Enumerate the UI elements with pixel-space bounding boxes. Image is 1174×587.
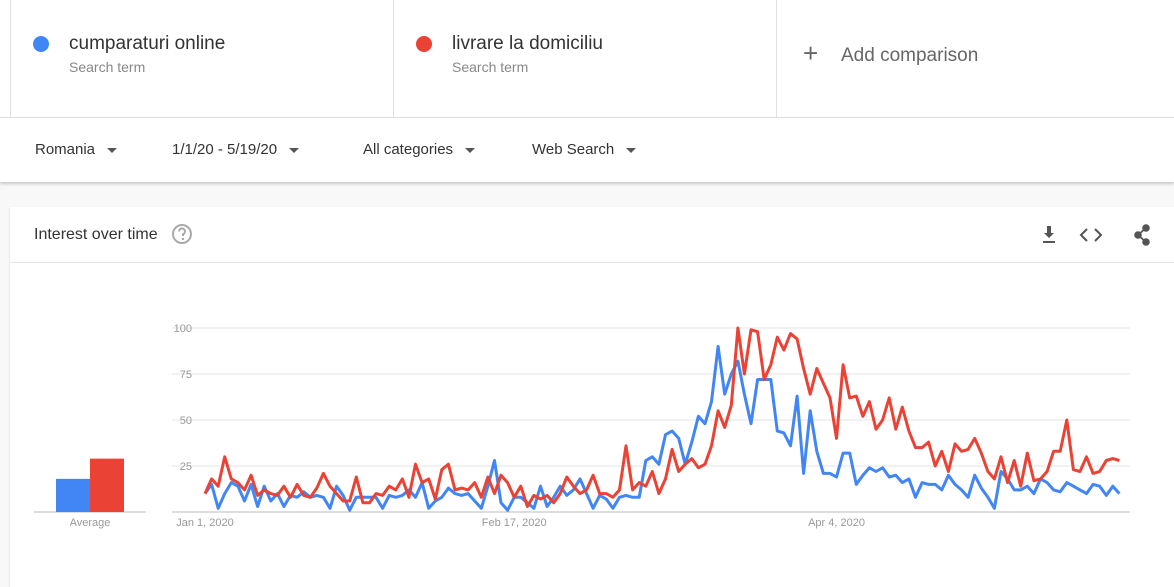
term-name: cumparaturi online — [69, 33, 226, 54]
term-card[interactable]: livrare la domiciliu Search term — [393, 0, 777, 117]
legend-dot — [33, 36, 49, 52]
comparison-bar: cumparaturi online Search term livrare l… — [0, 0, 1174, 118]
filter-bar: Romania 1/1/20 - 5/19/20 All categories … — [0, 118, 1174, 182]
term-card[interactable]: cumparaturi online Search term — [10, 0, 394, 117]
filter-dropdown[interactable]: Romania — [35, 141, 117, 158]
legend-dot — [416, 36, 432, 52]
help-icon[interactable] — [171, 223, 193, 245]
interest-panel: Interest over time — [10, 207, 1174, 587]
term-subtitle: Search term — [69, 59, 146, 75]
panel-title: Interest over time — [34, 226, 158, 243]
plus-icon: + — [803, 38, 819, 68]
add-card[interactable]: + Add comparison — [776, 0, 1174, 117]
panel-actions — [1043, 224, 1150, 246]
embed-icon[interactable] — [1079, 228, 1103, 242]
divider — [10, 262, 1174, 263]
term-name: livrare la domiciliu — [452, 33, 603, 54]
share-icon[interactable] — [1134, 224, 1150, 246]
term-subtitle: Search term — [452, 59, 529, 75]
add-comparison[interactable]: Add comparison — [841, 45, 979, 66]
filter-dropdown[interactable]: 1/1/20 - 5/19/20 — [172, 141, 299, 158]
download-icon[interactable] — [1043, 226, 1055, 243]
filter-dropdown[interactable]: Web Search — [532, 141, 636, 158]
filter-dropdown[interactable]: All categories — [363, 141, 475, 158]
